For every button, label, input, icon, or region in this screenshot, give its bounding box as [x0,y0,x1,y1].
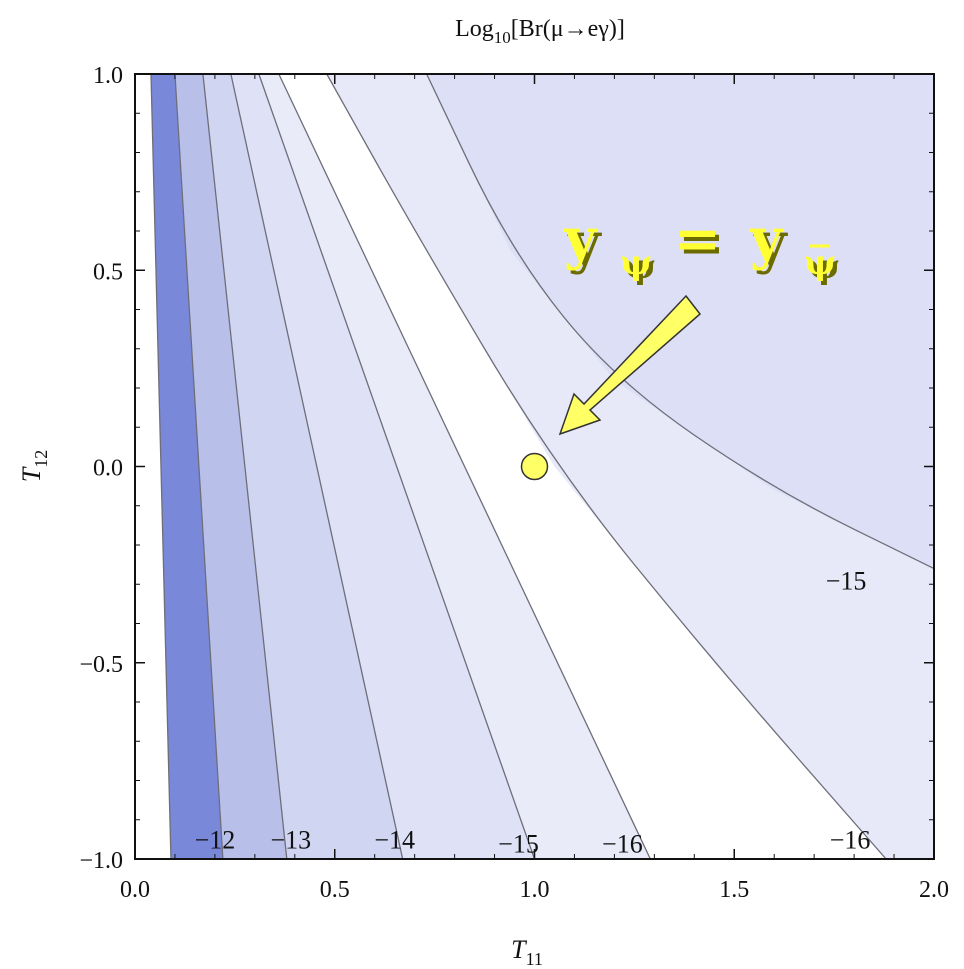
point-marker [520,452,549,481]
contour-line [278,73,651,860]
contour-label: −15 [826,566,867,595]
x-tick-label: 1.0 [520,877,550,903]
svg-text:y: y [567,210,602,276]
contour-line [202,73,288,860]
x-tick-label: 1.5 [719,877,749,903]
contour-line [174,73,224,860]
contour-label: −12 [195,825,236,854]
contour-line [230,73,404,860]
y-tick-label: 0.0 [93,456,123,482]
arrow-icon [558,294,702,436]
contour-label: −16 [602,829,643,858]
x-tick-label: 2.0 [919,877,949,903]
contour-band-darkest [150,74,223,859]
x-axis-label: T11 [511,935,543,969]
x-tick-label: 0.0 [120,877,150,903]
annotation-label: y y ψ ψ = = y y ψ ψ [563,206,840,287]
y-tick-label: −0.5 [79,652,123,678]
contour-line [426,73,935,570]
contour-label: −16 [830,825,871,854]
y-tick-label: 0.5 [93,259,123,285]
contour-label: −14 [374,825,415,854]
svg-text:ψ: ψ [620,243,652,283]
y-axis-label: T12 [17,450,51,482]
y-tick-label: −1.0 [79,848,123,874]
svg-text:=: = [674,206,721,272]
svg-text:ψ: ψ [808,247,840,287]
contour-label: −13 [270,825,311,854]
contour-label: −15 [498,829,539,858]
contour-line [326,73,887,860]
x-tick-label: 0.5 [320,877,350,903]
y-tick-label: 1.0 [93,63,123,89]
contour-lines [150,73,935,860]
contour-line [150,73,172,860]
svg-text:ψ: ψ [804,243,836,283]
svg-text:Log10[Br(μ→eγ)]: Log10[Br(μ→eγ)] [455,16,625,47]
svg-text:T11: T11 [511,935,543,969]
svg-text:y: y [749,206,784,272]
chart-title: Log10[Br(μ→eγ)] [455,16,625,47]
contour-labels: −12 −13 −14 −15 −16 −16 −15 [195,566,871,858]
contour-line [258,73,536,860]
svg-text:y: y [563,206,598,272]
annotation: y y ψ ψ = = y y ψ ψ [558,206,840,436]
svg-text:y: y [753,210,788,276]
axis-ticks: 0.0 0.5 1.0 1.5 2.0 1.0 0.5 0.0 −0.5 −1.0 [79,63,949,903]
svg-text:ψ: ψ [624,247,656,287]
svg-text:=: = [678,210,725,276]
svg-text:T12: T12 [17,450,51,482]
